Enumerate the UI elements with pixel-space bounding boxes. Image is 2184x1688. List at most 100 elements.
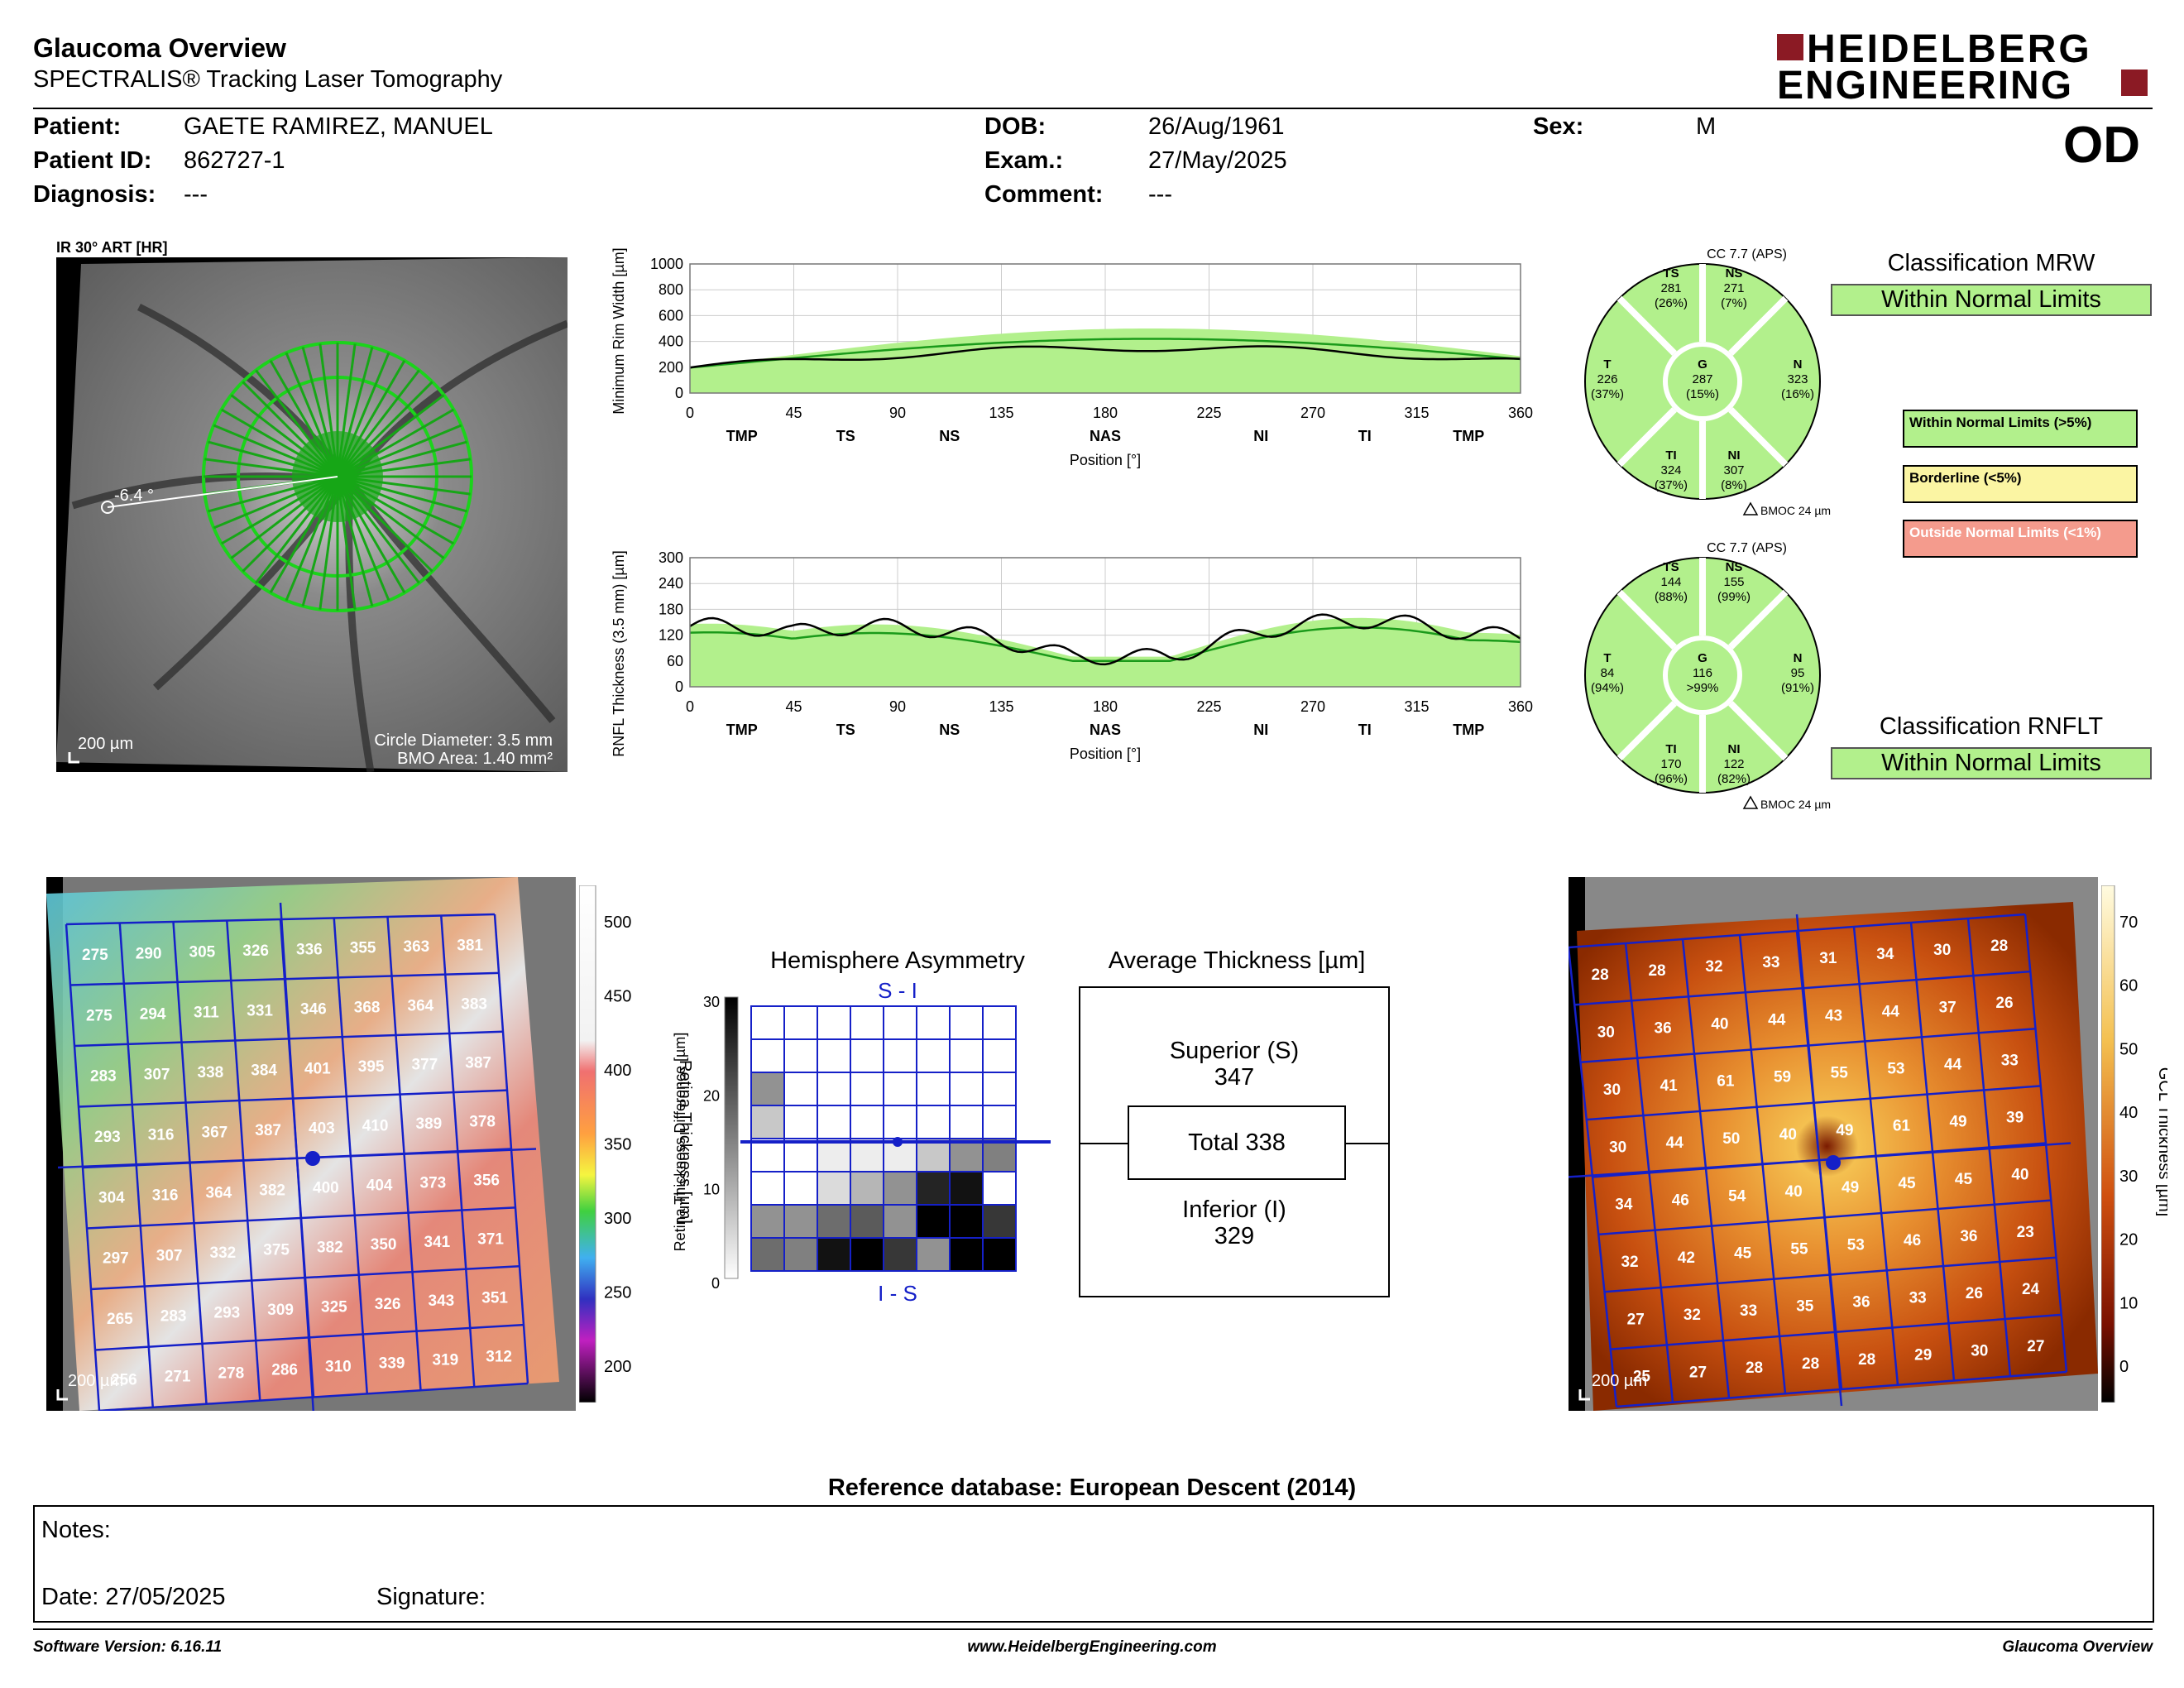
grid-value: 290 (136, 945, 162, 962)
grid-value: 316 (152, 1187, 179, 1204)
asymmetry-title: Hemisphere Asymmetry (770, 947, 1025, 974)
grid-value: 54 (1728, 1187, 1746, 1205)
gcl-scale-corner-icon (1578, 1389, 1590, 1401)
grid-value: 55 (1790, 1240, 1808, 1258)
website-link[interactable]: www.HeidelbergEngineering.com (967, 1638, 1217, 1656)
pie-sector-value: 116 (1693, 666, 1712, 680)
grid-value: 305 (189, 944, 216, 961)
grid-value: 387 (255, 1122, 281, 1139)
pie-sector-pct: (8%) (1721, 478, 1747, 492)
pie-sector-name: NS (1726, 560, 1743, 574)
fundus-svg: -6.4 ° 200 µm Circle Diameter: 3.5 mm BM… (56, 257, 568, 772)
asymmetry-cell (949, 1038, 984, 1073)
footer-rule (33, 1628, 2153, 1630)
grid-line (1610, 1313, 2062, 1350)
sector-label: NAS (1090, 428, 1121, 444)
grid-value: 375 (263, 1242, 290, 1259)
y-tick-label: 1000 (650, 256, 683, 272)
grid-value: 341 (424, 1234, 451, 1251)
asymmetry-cell (817, 1237, 851, 1272)
asymmetry-cell (750, 1038, 785, 1073)
pie-sector-name: TI (1665, 448, 1676, 463)
pie-sector-pct: (15%) (1686, 387, 1719, 401)
grid-value: 336 (296, 941, 323, 958)
x-tick-label: 225 (1196, 405, 1221, 421)
grid-value: 307 (156, 1247, 183, 1264)
asymmetry-cell (916, 1072, 951, 1106)
pie-global-sector (1668, 347, 1737, 416)
pie-sector-pct: (7%) (1721, 296, 1747, 310)
grid-value: 364 (206, 1184, 232, 1201)
notes-box[interactable]: Notes: Date: 27/05/2025 Signature: (33, 1505, 2154, 1623)
comment-value: --- (1148, 181, 1172, 208)
grid-value: 383 (461, 995, 487, 1013)
colorbar-tick: 450 (604, 988, 631, 1006)
x-tick-label: 45 (785, 405, 802, 421)
asymmetry-cell (850, 1072, 884, 1106)
colorbar-tick: 70 (2119, 914, 2138, 932)
pie-bmoc-label: BMOC 24 µm (1760, 798, 1831, 811)
asymmetry-colorbar (724, 996, 739, 1279)
retina-colorbar-gradient (578, 885, 596, 1403)
asymmetry-cell (817, 1105, 851, 1139)
bmo-area: BMO Area: 1.40 mm² (397, 750, 553, 768)
x-tick-label: 180 (1093, 405, 1118, 421)
grid-value: 36 (1852, 1294, 1870, 1312)
grid-value: 271 (165, 1368, 191, 1385)
gcl-thickness-map: 28 28 32 33 31 34 30 28 30 36 40 44 43 44 37 26 30 41 61 59… (1569, 877, 2098, 1411)
angle-marker (101, 501, 114, 514)
asymmetry-cell (916, 1105, 951, 1139)
grid-value: 32 (1705, 958, 1722, 976)
gcl-colorbar-svg: 70 60 50 40 30 20 10 0 GCL Thickness [µm] (2100, 885, 2173, 1403)
colorbar-tick: 40 (2119, 1104, 2138, 1122)
diagnosis-value: --- (184, 181, 208, 208)
mrw-patient-curve (689, 345, 1521, 369)
fundus-title: IR 30° ART [HR] (56, 239, 168, 256)
retina-thickness-map: 275 290 305 326 336 355 363 381 275 294 311 331 346 3… (46, 877, 576, 1411)
rnfl-plot-frame (689, 557, 1521, 688)
y-tick-label: 600 (659, 307, 683, 324)
asymmetry-center-dot (893, 1137, 903, 1147)
grid-value: 30 (1933, 942, 1951, 959)
sector-label: NAS (1090, 722, 1121, 738)
grid-value: 53 (1847, 1236, 1865, 1254)
grid-value: 31 (1819, 950, 1837, 967)
mrw-sector-pie: CC 7.7 (APS) TS 281 (26%) NS 271 (7%) T 226 (37%)… (1572, 245, 1837, 518)
asymmetry-bottom-label: I - S (878, 1281, 917, 1306)
pie-sector-value: 271 (1723, 281, 1744, 295)
grid-value: 401 (304, 1060, 331, 1077)
x-tick-label: 0 (686, 698, 694, 715)
rnfl-sector-labels: TMP TS NS NAS NI TI TMP (726, 722, 1485, 738)
total-box: Total 338 (1128, 1105, 1346, 1180)
grid-value: 356 (473, 1172, 500, 1189)
colorbar-tick: 10 (2119, 1294, 2138, 1312)
grid-value: 377 (412, 1057, 438, 1074)
grid-value: 36 (1655, 1019, 1672, 1037)
gcl-colorbar-gradient (2100, 885, 2115, 1403)
gcl-colorbar: 70 60 50 40 30 20 10 0 GCL Thickness [µm] (2100, 885, 2173, 1403)
asymmetry-cell (982, 1171, 1017, 1206)
grid-value: 410 (362, 1118, 389, 1135)
asymmetry-cell (817, 1038, 851, 1073)
grid-value: 37 (1939, 999, 1956, 1016)
reference-database: Reference database: European Descent (20… (827, 1475, 1357, 1501)
grid-value: 283 (90, 1068, 117, 1086)
grid-line (98, 1382, 529, 1411)
y-tick-label: 400 (659, 333, 683, 350)
y-tick-label: 120 (659, 627, 683, 644)
pie-sector-pct: (99%) (1717, 590, 1751, 604)
pie-divider (1616, 589, 1677, 650)
asymmetry-cell (883, 1171, 917, 1206)
asymmetry-cell (982, 1138, 1017, 1172)
inferior-value: 329 (1214, 1223, 1255, 1249)
grid-value: 49 (1836, 1122, 1853, 1139)
retina-grid-values: 275 290 305 326 336 355 363 381 275 294 311 331 346 3… (82, 937, 512, 1388)
grid-value: 338 (198, 1064, 224, 1081)
asymmetry-cell (750, 1072, 785, 1106)
grid-value: 27 (1627, 1311, 1645, 1328)
asymmetry-cell (982, 1005, 1017, 1040)
pie-sector-value: 95 (1791, 666, 1805, 680)
pie-bmoc-label: BMOC 24 µm (1760, 504, 1831, 517)
rnfl-green-band (690, 617, 1521, 687)
grid-value: 382 (259, 1182, 285, 1199)
